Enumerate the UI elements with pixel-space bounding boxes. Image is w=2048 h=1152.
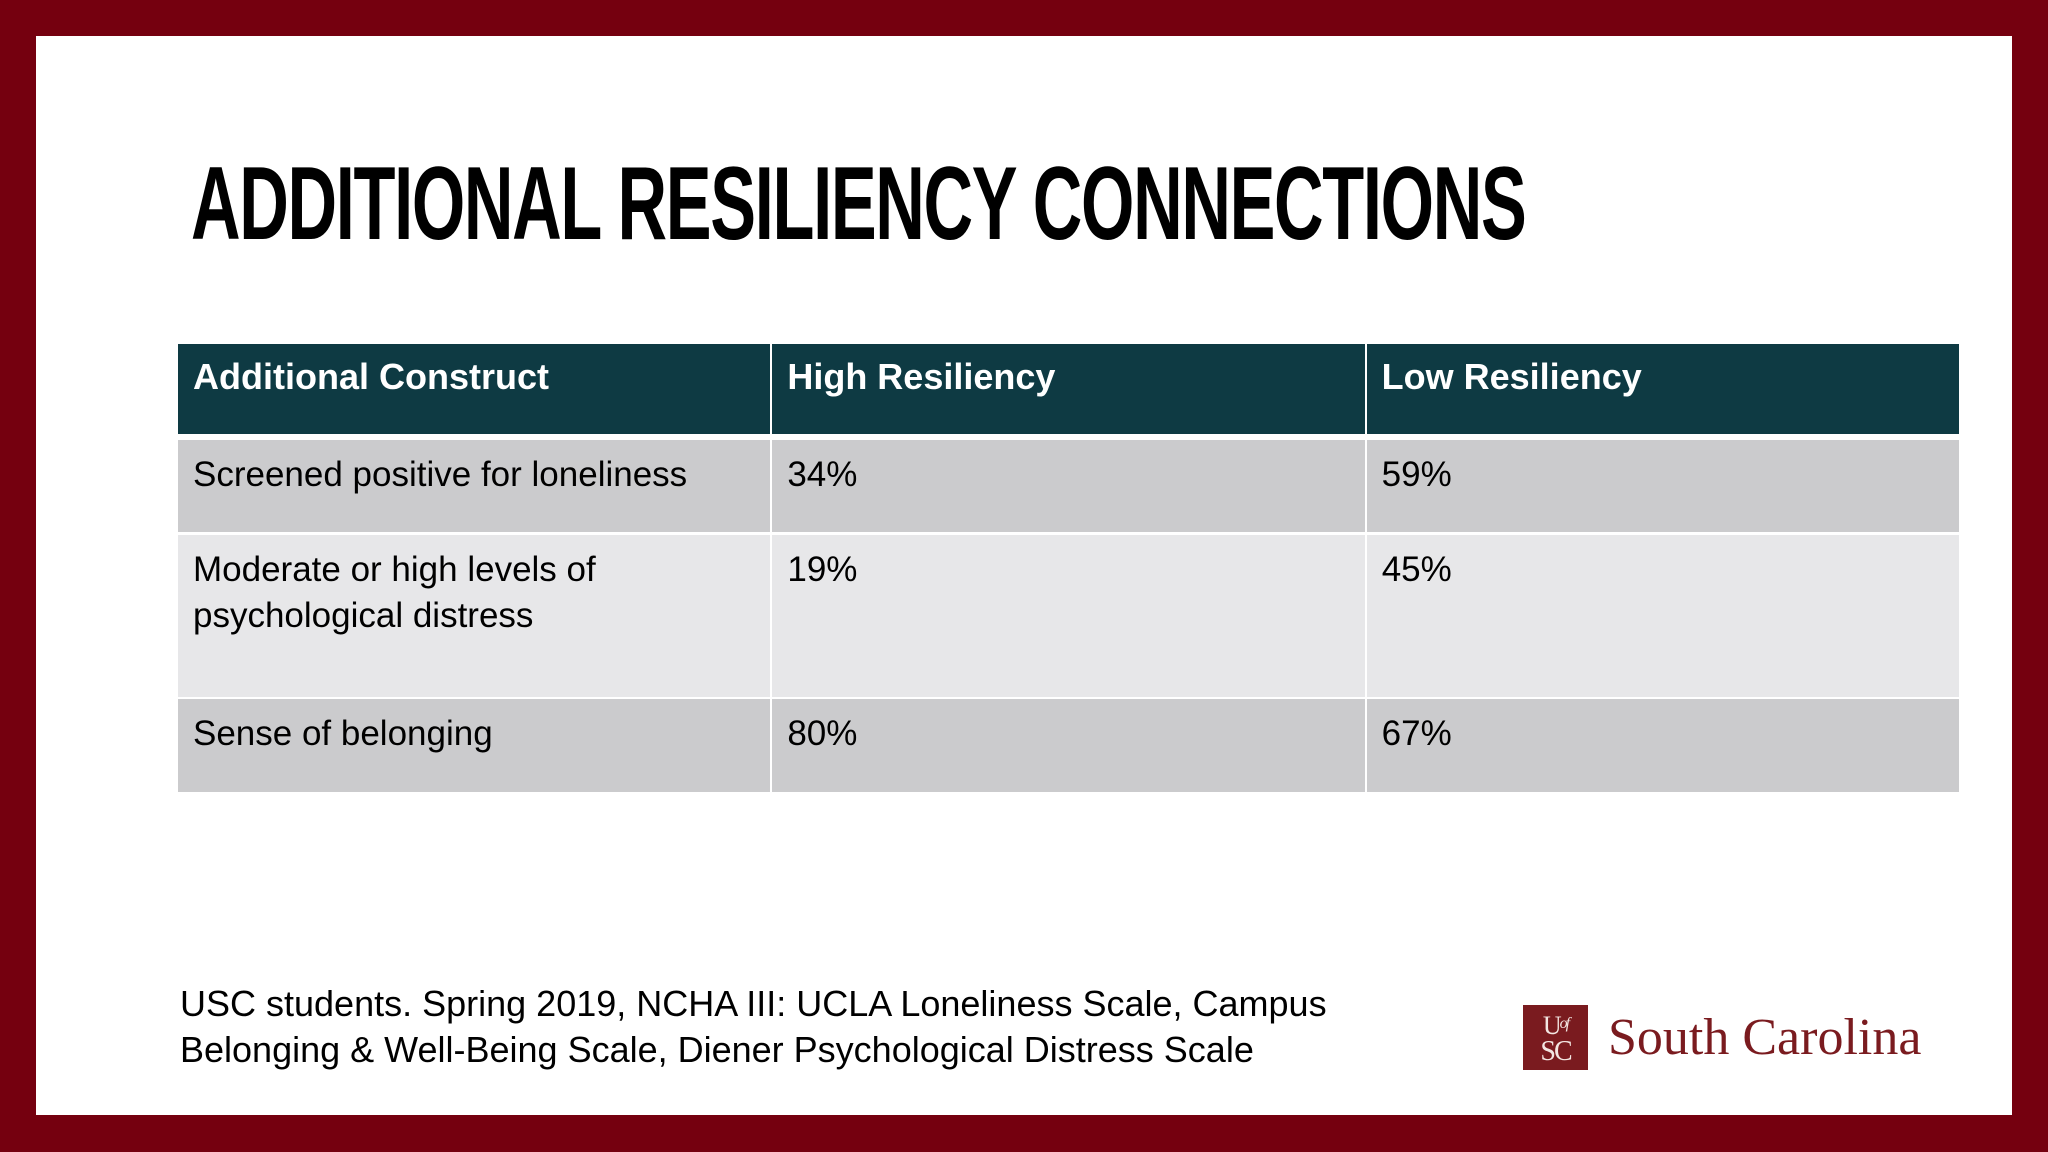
- header-low-resiliency: Low Resiliency: [1366, 344, 1959, 434]
- resiliency-table: Additional Construct High Resiliency Low…: [178, 344, 1959, 792]
- slide: ADDITIONAL RESILIENCY CONNECTIONS Additi…: [36, 36, 2012, 1115]
- footnote-line-1: USC students. Spring 2019, NCHA III: UCL…: [180, 983, 1327, 1024]
- footnote-line-2: Belonging & Well-Being Scale, Diener Psy…: [180, 1029, 1254, 1070]
- header-additional-construct: Additional Construct: [178, 344, 771, 434]
- table-row: Screened positive for loneliness 34% 59%: [178, 440, 1959, 532]
- construct-cell: Screened positive for loneliness: [178, 440, 771, 532]
- table-row: Moderate or high levels of psychological…: [178, 535, 1959, 697]
- header-high-resiliency: High Resiliency: [772, 344, 1365, 434]
- university-logo: Uof SC South Carolina: [1523, 1005, 1921, 1070]
- logo-wordmark: South Carolina: [1608, 1009, 1922, 1066]
- logo-mark-sc: SC: [1540, 1035, 1572, 1067]
- slide-title: ADDITIONAL RESILIENCY CONNECTIONS: [191, 146, 1527, 262]
- logo-mark-of: of: [1559, 1014, 1571, 1032]
- high-resiliency-cell: 34%: [772, 440, 1365, 532]
- construct-cell: Sense of belonging: [178, 699, 771, 792]
- logo-mark-u: U: [1542, 1010, 1562, 1040]
- high-resiliency-cell: 19%: [772, 535, 1365, 697]
- table-header-row: Additional Construct High Resiliency Low…: [178, 344, 1959, 434]
- low-resiliency-cell: 59%: [1366, 440, 1959, 532]
- high-resiliency-cell: 80%: [772, 699, 1365, 792]
- construct-cell: Moderate or high levels of psychological…: [178, 535, 771, 697]
- low-resiliency-cell: 45%: [1366, 535, 1959, 697]
- uofsc-mark-icon: Uof SC: [1523, 1005, 1588, 1070]
- source-footnote: USC students. Spring 2019, NCHA III: UCL…: [180, 981, 1327, 1073]
- table-row: Sense of belonging 80% 67%: [178, 699, 1959, 792]
- low-resiliency-cell: 67%: [1366, 699, 1959, 792]
